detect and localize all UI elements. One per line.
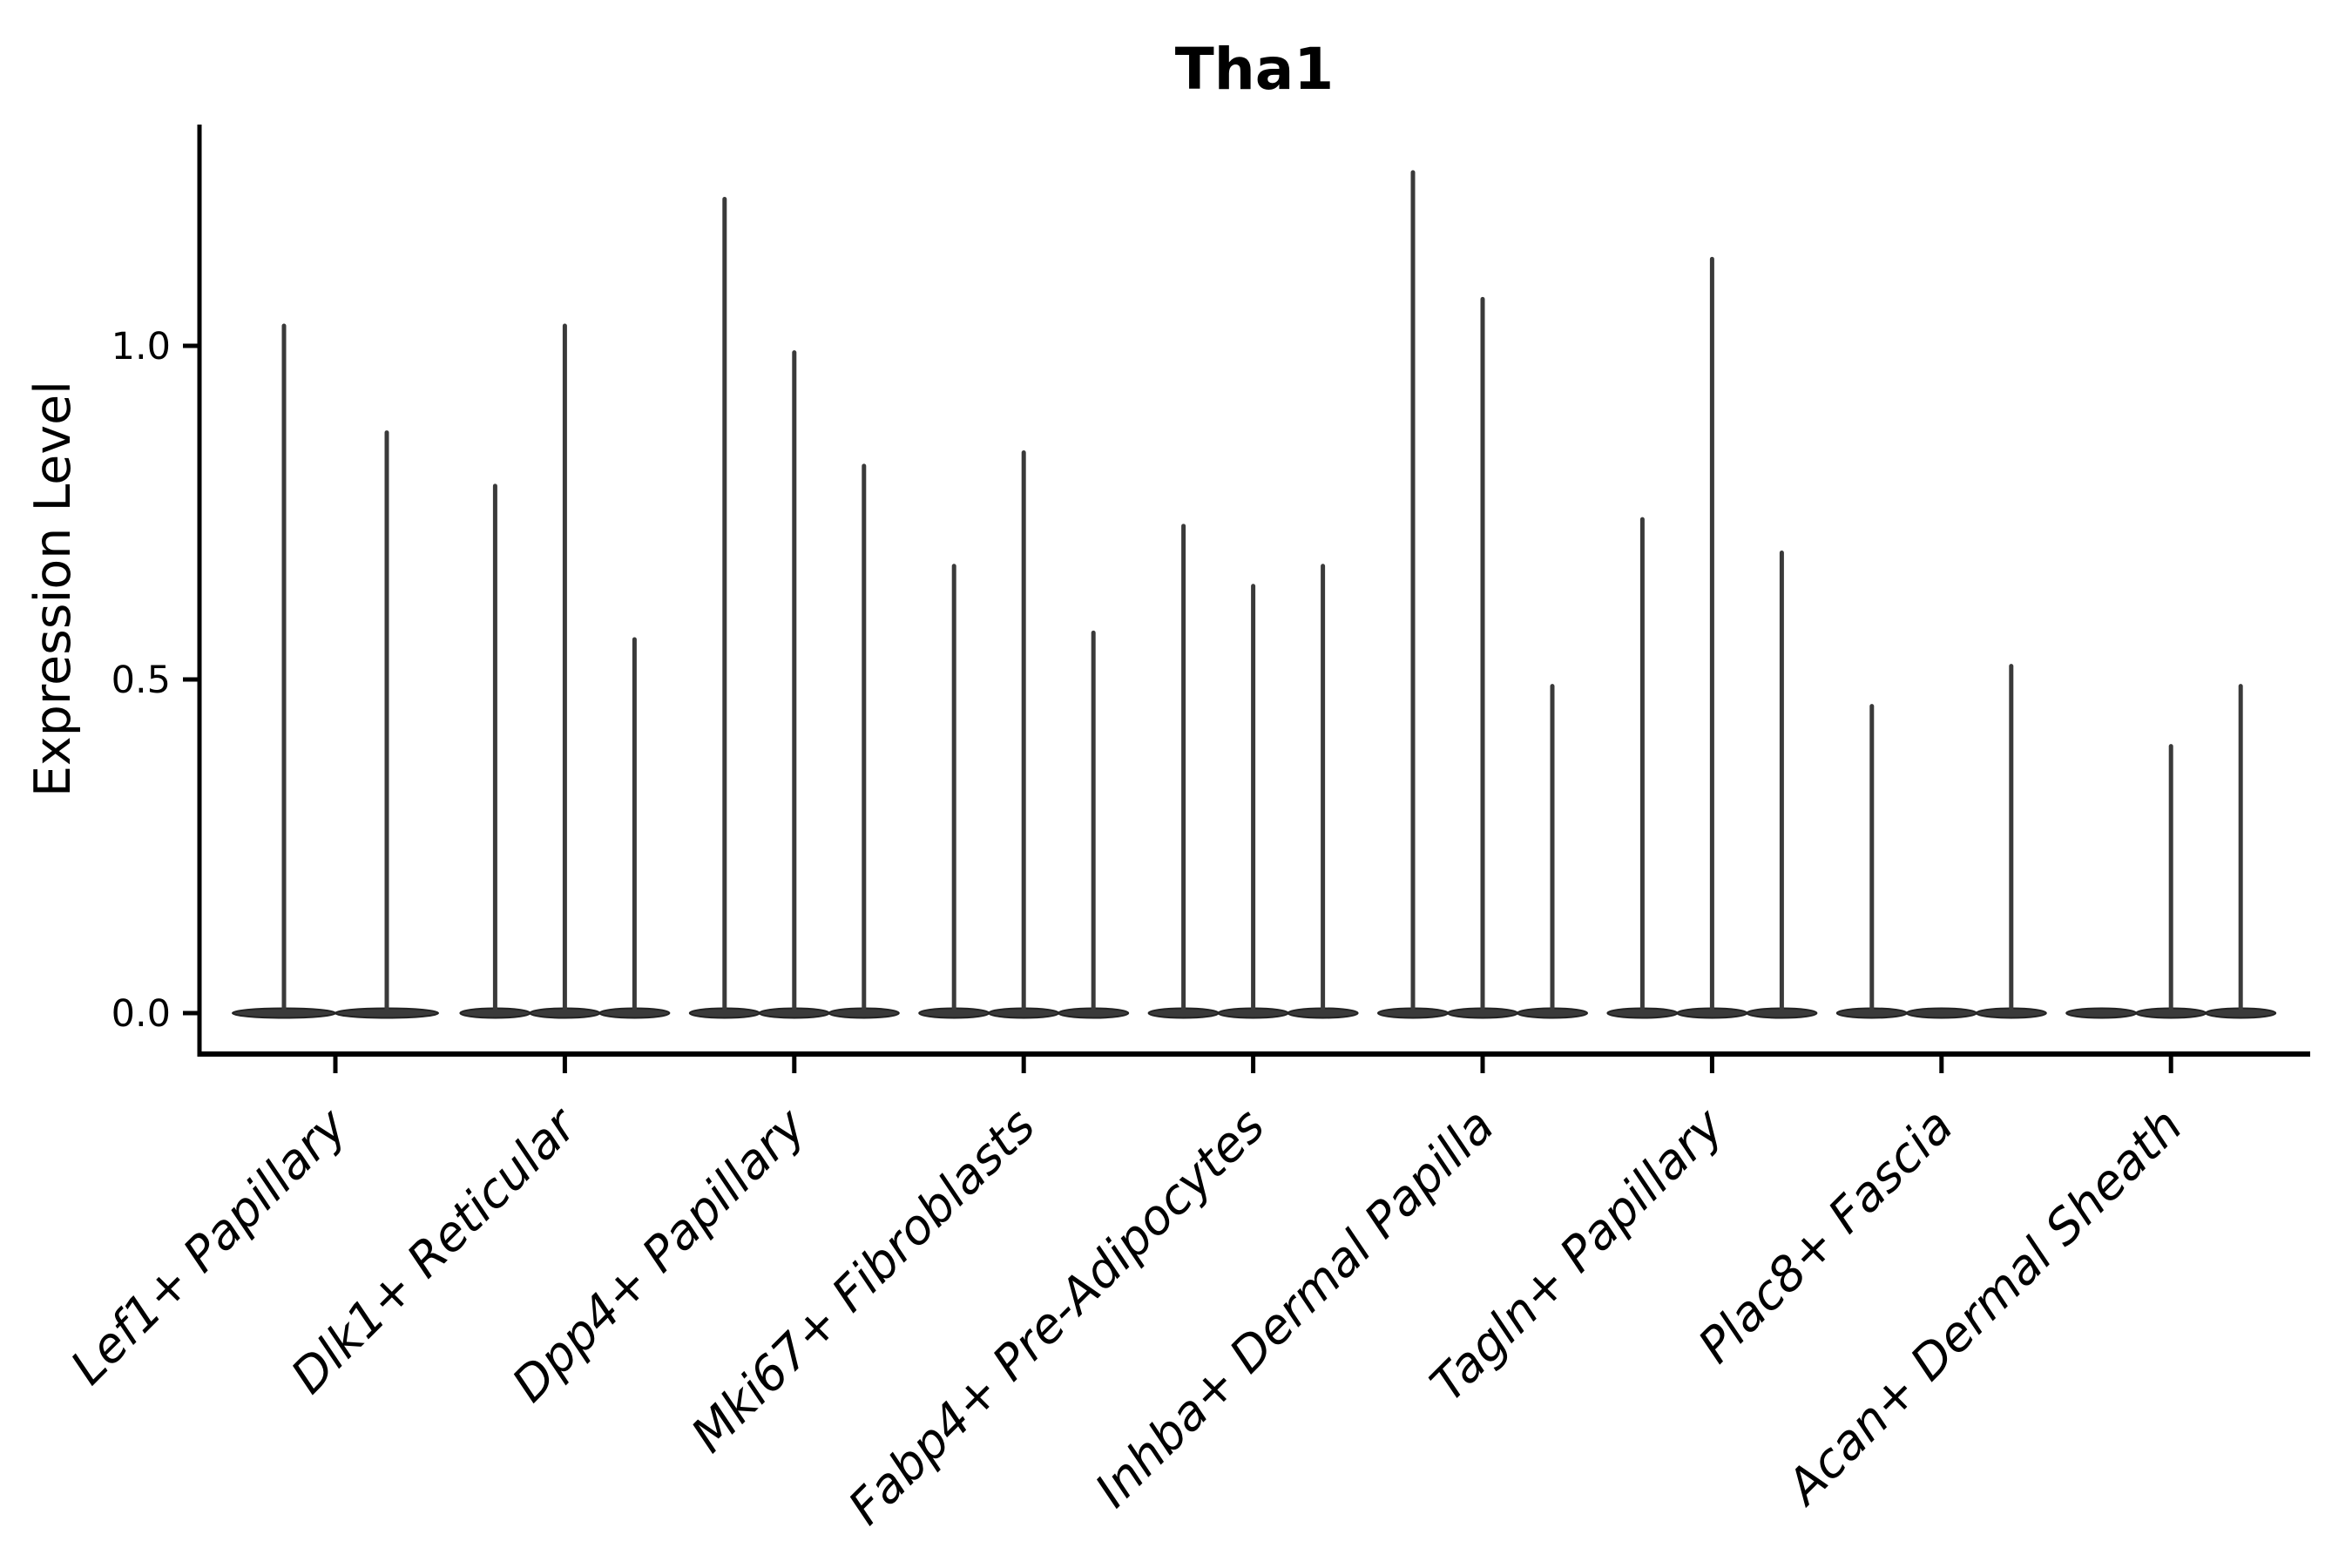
y-axis-label: Expression Level	[24, 381, 82, 797]
y-axis-ticks: 1.0 0.5 0.0	[112, 325, 199, 1036]
violin	[1217, 584, 1289, 1019]
x-tick-label: Fabp4+ Pre-Adipocytes	[837, 1098, 1274, 1535]
violin	[828, 463, 900, 1019]
violin	[2135, 744, 2207, 1019]
violin	[2205, 684, 2277, 1019]
violin	[1447, 296, 1518, 1019]
violin	[988, 450, 1060, 1019]
violin	[1058, 630, 1130, 1019]
violin	[1517, 684, 1588, 1019]
violin	[688, 196, 760, 1019]
violin	[1905, 1007, 1977, 1019]
violin	[529, 323, 601, 1019]
x-tick-label: Acan+ Dermal Sheath	[1774, 1098, 2193, 1517]
violin-base	[1905, 1007, 1977, 1019]
violin	[2065, 1007, 2138, 1019]
violin	[335, 430, 439, 1019]
violins-layer	[232, 170, 2277, 1019]
violin	[1606, 517, 1679, 1019]
violin	[918, 564, 990, 1019]
violin-base	[2065, 1007, 2138, 1019]
y-tick-label: 0.5	[112, 659, 171, 702]
y-tick-label: 1.0	[112, 325, 171, 368]
violin	[1746, 550, 1818, 1019]
y-tick-label: 0.0	[112, 992, 171, 1036]
chart-title: Tha1	[1175, 36, 1334, 103]
violin	[1676, 256, 1748, 1019]
violin	[1287, 564, 1359, 1019]
violin	[1377, 170, 1449, 1019]
x-tick-label: Inhba+ Dermal Papilla	[1085, 1098, 1504, 1517]
violin	[1147, 524, 1220, 1019]
violin	[1975, 664, 2047, 1019]
violin	[1835, 704, 1908, 1019]
violin	[598, 637, 671, 1019]
violin	[459, 483, 531, 1019]
violin	[232, 323, 336, 1019]
violin	[758, 350, 830, 1019]
